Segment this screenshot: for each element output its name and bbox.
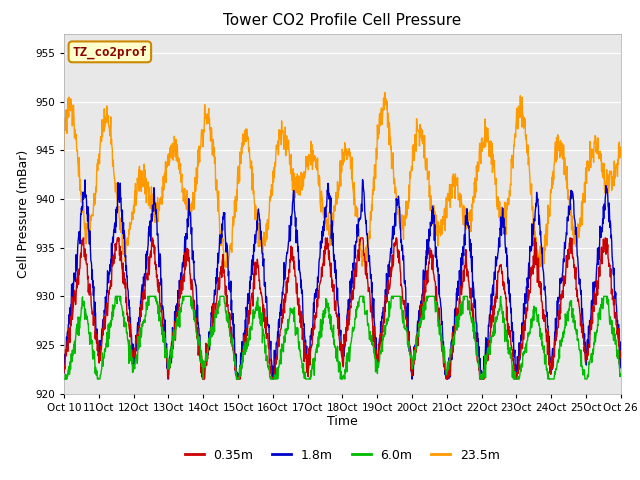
Legend: 0.35m, 1.8m, 6.0m, 23.5m: 0.35m, 1.8m, 6.0m, 23.5m (180, 444, 505, 467)
X-axis label: Time: Time (327, 415, 358, 429)
Title: Tower CO2 Profile Cell Pressure: Tower CO2 Profile Cell Pressure (223, 13, 461, 28)
Text: TZ_co2prof: TZ_co2prof (72, 45, 147, 59)
Y-axis label: Cell Pressure (mBar): Cell Pressure (mBar) (17, 149, 29, 278)
